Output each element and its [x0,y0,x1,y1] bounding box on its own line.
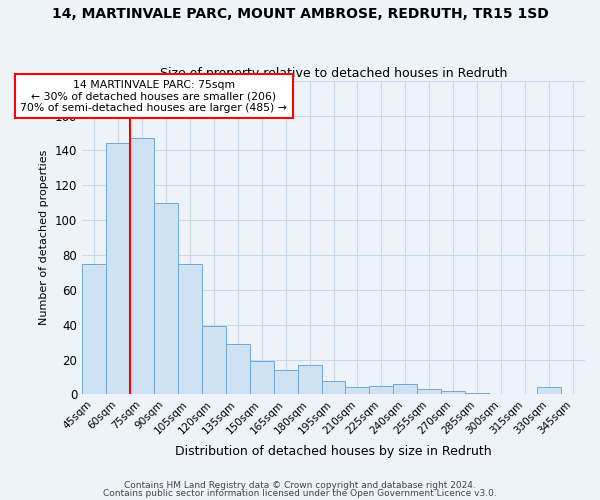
Bar [130,138,154,394]
Bar [370,386,394,394]
Bar [226,344,250,395]
Bar [106,144,130,394]
Text: 14, MARTINVALE PARC, MOUNT AMBROSE, REDRUTH, TR15 1SD: 14, MARTINVALE PARC, MOUNT AMBROSE, REDR… [52,8,548,22]
Bar [394,384,418,394]
Bar [202,326,226,394]
Y-axis label: Number of detached properties: Number of detached properties [39,150,49,325]
Bar [154,202,178,394]
Text: 14 MARTINVALE PARC: 75sqm
← 30% of detached houses are smaller (206)
70% of semi: 14 MARTINVALE PARC: 75sqm ← 30% of detac… [20,80,287,113]
Text: Contains public sector information licensed under the Open Government Licence v3: Contains public sector information licen… [103,489,497,498]
X-axis label: Distribution of detached houses by size in Redruth: Distribution of detached houses by size … [175,444,492,458]
Bar [274,370,298,394]
Bar [537,388,561,394]
Bar [298,365,322,394]
Bar [346,388,370,394]
Bar [250,362,274,394]
Bar [322,380,346,394]
Bar [418,389,441,394]
Bar [441,391,465,394]
Title: Size of property relative to detached houses in Redruth: Size of property relative to detached ho… [160,66,507,80]
Bar [82,264,106,394]
Text: Contains HM Land Registry data © Crown copyright and database right 2024.: Contains HM Land Registry data © Crown c… [124,480,476,490]
Bar [178,264,202,394]
Bar [465,392,489,394]
